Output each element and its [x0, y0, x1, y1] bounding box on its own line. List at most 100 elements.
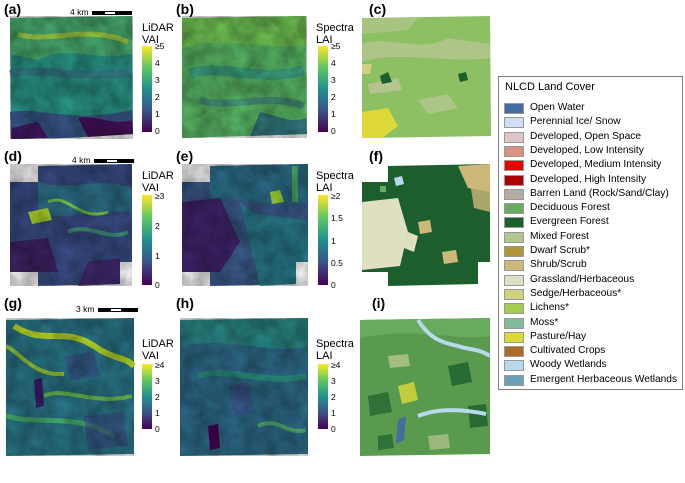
panel-a-tick: 3 — [155, 75, 160, 85]
panel-e-tick: 1.5 — [331, 213, 343, 223]
legend-label: Deciduous Forest — [530, 202, 610, 214]
legend-item: Emergent Herbaceous Wetlands — [504, 373, 684, 387]
legend-label: Developed, Medium Intensity — [530, 159, 662, 171]
legend-label: Shrub/Scrub — [530, 259, 587, 271]
legend-label: Woody Wetlands — [530, 359, 607, 371]
panel-a-lidar-vai-map — [8, 16, 133, 139]
panel-a-colorbar-title: LiDAR VAI — [142, 22, 174, 46]
panel-h-tick: 3 — [331, 376, 336, 386]
panel-c-nlcd-map — [362, 16, 491, 138]
panel-h-colorbar — [318, 364, 328, 429]
panel-d-tick: 1 — [155, 251, 160, 261]
legend-swatch — [504, 288, 524, 300]
panel-e-label: (e) — [176, 148, 194, 164]
panel-b-colorbar-title: Spectra LAI — [316, 22, 354, 46]
scale-label: 4 km — [72, 155, 91, 165]
panel-d-colorbar — [142, 195, 152, 285]
legend-swatch — [504, 317, 524, 329]
panel-g-tick: ≥4 — [155, 360, 165, 370]
legend-label: Cultivated Crops — [530, 345, 606, 357]
panel-a-tick: ≥5 — [155, 41, 165, 51]
legend-label: Perennial Ice/ Snow — [530, 116, 621, 128]
legend-swatch — [504, 246, 524, 257]
panel-d-colorbar-title: LiDAR VAI — [142, 170, 174, 194]
legend-swatch — [504, 374, 524, 386]
panel-e-spectra-lai-map — [182, 164, 308, 286]
legend-swatch — [504, 174, 524, 186]
panel-a-tick: 2 — [155, 92, 160, 102]
legend-label: Developed, Open Space — [530, 130, 642, 142]
panel-b-spectra-lai-map — [182, 16, 307, 138]
legend-item: Dwarf Scrub* — [504, 244, 684, 258]
legend-item: Woody Wetlands — [504, 358, 684, 372]
panel-g-tick: 0 — [155, 424, 160, 434]
legend-label: Developed, Low Intensity — [530, 144, 644, 156]
panel-h-tick: 2 — [331, 392, 336, 402]
panel-b-tick: 1 — [331, 109, 336, 119]
legend-item: Developed, Open Space — [504, 130, 684, 144]
legend-swatch — [504, 346, 524, 358]
legend-label: Evergreen Forest — [530, 216, 609, 228]
legend-label: Mixed Forest — [530, 230, 589, 242]
legend-swatch — [504, 360, 524, 372]
legend-item: Sedge/Herbaceous* — [504, 287, 684, 301]
panel-d-label: (d) — [4, 148, 22, 164]
panel-c-label: (c) — [369, 1, 387, 17]
panel-e-tick: 0 — [331, 280, 336, 290]
legend-item: Pasture/Hay — [504, 330, 684, 344]
legend-item: Mixed Forest — [504, 230, 684, 244]
legend-frame — [498, 76, 683, 390]
panel-f-nlcd-map — [362, 164, 490, 286]
legend-swatch — [504, 160, 524, 172]
legend-item: Grassland/Herbaceous — [504, 273, 684, 287]
legend-label: Dwarf Scrub* — [530, 245, 591, 256]
panel-e-tick: ≥2 — [331, 191, 341, 201]
legend-item: Deciduous Forest — [504, 201, 684, 215]
panel-b-tick: 0 — [331, 126, 336, 136]
panel-b-tick: 3 — [331, 75, 336, 85]
legend-label: Barren Land (Rock/Sand/Clay) — [530, 187, 669, 199]
panel-g-label: (g) — [4, 295, 22, 311]
legend-label: Developed, High Intensity — [530, 173, 647, 185]
panel-d-tick: 0 — [155, 280, 160, 290]
panel-g-lidar-vai-map — [4, 318, 136, 456]
panel-h-spectra-lai-map — [180, 318, 308, 456]
legend-label: Open Water — [530, 102, 585, 113]
panel-e-colorbar — [318, 195, 328, 285]
legend-item: Developed, Medium Intensity — [504, 158, 684, 172]
panel-g-tick: 3 — [155, 376, 160, 386]
panel-i-label: (i) — [372, 295, 386, 311]
panel-b-label: (b) — [176, 1, 194, 17]
panel-g-tick: 1 — [155, 408, 160, 418]
legend-item: Perennial Ice/ Snow — [504, 115, 684, 129]
legend-label: Pasture/Hay — [530, 330, 587, 342]
panel-h-tick: 0 — [331, 424, 336, 434]
panel-b-tick: ≥5 — [331, 41, 341, 51]
panel-g-tick: 2 — [155, 392, 160, 402]
legend-swatch — [504, 303, 524, 315]
legend-swatch — [504, 117, 524, 129]
nlcd-legend: NLCD Land Cover Open Water Perennial Ice/… — [498, 76, 683, 390]
legend-item: Cultivated Crops — [504, 344, 684, 358]
scale-label: 3 km — [76, 304, 95, 314]
panel-a-tick: 4 — [155, 58, 160, 68]
legend-item: Barren Land (Rock/Sand/Clay) — [504, 187, 684, 201]
panel-a-scale-bar: 4 km — [70, 8, 140, 20]
legend-swatch — [504, 103, 524, 114]
legend-item: Evergreen Forest — [504, 215, 684, 229]
legend-swatch — [504, 131, 524, 143]
panel-f-label: (f) — [369, 148, 383, 164]
panel-i-nlcd-map — [360, 318, 492, 456]
legend-label: Grassland/Herbaceous — [530, 273, 635, 285]
panel-d-lidar-vai-map — [10, 164, 132, 286]
panel-b-tick: 4 — [331, 58, 336, 68]
legend-label: Moss* — [530, 316, 559, 328]
panel-h-label: (h) — [176, 295, 194, 311]
legend-swatch — [504, 274, 524, 286]
legend-swatch — [504, 203, 524, 215]
panel-h-tick: 1 — [331, 408, 336, 418]
panel-d-tick: 2 — [155, 221, 160, 231]
legend-label: Lichens* — [530, 302, 570, 314]
legend-swatch — [504, 145, 524, 157]
panel-d-tick: ≥3 — [155, 191, 165, 201]
